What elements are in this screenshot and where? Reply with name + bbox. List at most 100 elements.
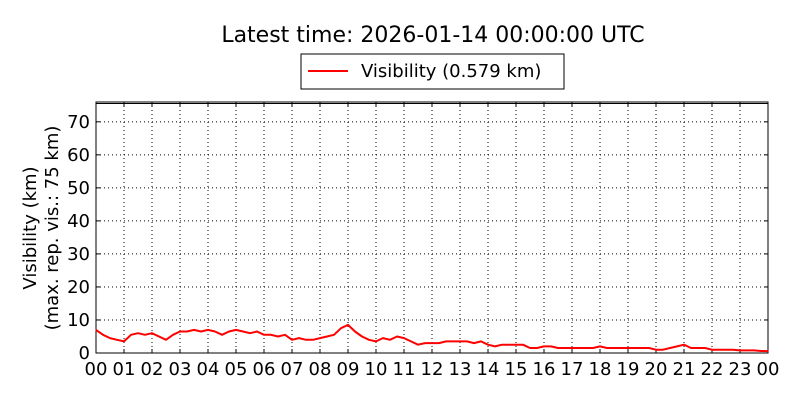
data-point [704,347,706,349]
x-tick-label: 11 [393,359,416,380]
grid [96,102,768,353]
x-tick-label: 14 [477,359,500,380]
data-point [347,324,349,326]
data-point [445,340,447,342]
data-point [711,349,713,351]
data-point [522,344,524,346]
data-point [270,334,272,336]
x-tick-labels: 00 01 02 03 04 05 06 07 08 09 10 11 12 13 14 15 16 17 18 19… [85,359,780,380]
data-point [221,334,223,336]
data-point [312,339,314,341]
x-tick-label: 18 [589,359,612,380]
chart-title: Latest time: 2026-01-14 00:00:00 UTC [221,23,644,48]
y-tick-label: 60 [67,145,90,166]
data-point [452,340,454,342]
data-point [578,347,580,349]
legend: Visibility (0.579 km) [300,53,565,90]
x-tick-label: 21 [673,359,696,380]
y-tick-label: 10 [67,310,90,331]
data-point [585,347,587,349]
data-point [151,332,153,334]
data-point [690,347,692,349]
data-point [599,345,601,347]
data-point [501,344,503,346]
y-tick-labels: 0 10 20 30 40 50 60 70 [67,112,90,364]
data-point [473,342,475,344]
data-point [158,335,160,338]
data-point [95,329,97,331]
data-point [417,344,419,346]
x-tick-label: 23 [729,359,752,380]
y-tick-label: 20 [67,277,90,298]
x-tick-label: 00 [85,359,108,380]
data-point [186,330,188,333]
data-point [410,340,412,342]
data-point [214,330,216,333]
x-tick-label: 02 [141,359,164,380]
x-tick-label: 09 [337,359,360,380]
data-point [424,342,426,344]
x-tick-label: 12 [421,359,444,380]
data-point [620,347,622,349]
x-tick-label: 04 [197,359,220,380]
data-point [375,340,377,342]
y-axis-label-line1: Visibility (km) [20,166,41,289]
data-point [662,349,664,351]
data-point [746,349,748,351]
data-point [487,344,489,346]
data-point [725,349,727,351]
data-point [389,339,391,341]
data-point [676,345,678,347]
x-tick-label: 10 [365,359,388,380]
x-tick-label: 13 [449,359,472,380]
data-point [396,335,398,338]
data-point [732,349,734,351]
y-tick-label: 70 [67,112,90,133]
data-point [235,329,237,331]
series-layer [95,323,769,353]
data-point [606,347,608,349]
x-tick-label: 05 [225,359,248,380]
data-point [634,347,636,349]
data-point [102,334,104,336]
x-tick-label: 22 [701,359,724,380]
x-tick-label: 07 [281,359,304,380]
data-point [361,335,363,338]
data-point [508,344,510,346]
data-point [459,340,461,342]
data-point [228,330,230,333]
x-tick-label: 15 [505,359,528,380]
data-point [564,347,566,349]
data-point [403,337,405,339]
y-tick-label: 40 [67,211,90,232]
data-point [494,345,496,347]
y-axis-label-line2: (max. rep. vis.: 75 km) [42,126,63,331]
data-point [382,337,384,339]
y-tick-label: 0 [79,343,90,364]
legend-label: Visibility (0.579 km) [361,61,541,82]
data-point [291,339,293,341]
data-point [480,340,482,342]
data-point [165,339,167,341]
data-point [438,342,440,344]
data-point [144,334,146,336]
data-point [627,347,629,349]
y-tick-label: 30 [67,244,90,265]
data-point [515,344,517,346]
data-point [305,339,307,341]
data-point [354,330,356,333]
data-point [130,334,132,336]
y-tick-label: 50 [67,178,90,199]
data-point [431,342,433,344]
data-point [256,330,258,333]
x-tick-label: 00 [757,359,780,380]
data-point [543,345,545,347]
x-tick-label: 08 [309,359,332,380]
data-point [571,347,573,349]
data-point [641,347,643,349]
data-point [683,344,685,346]
data-point [340,327,342,329]
data-point [669,347,671,349]
data-point [277,335,279,338]
